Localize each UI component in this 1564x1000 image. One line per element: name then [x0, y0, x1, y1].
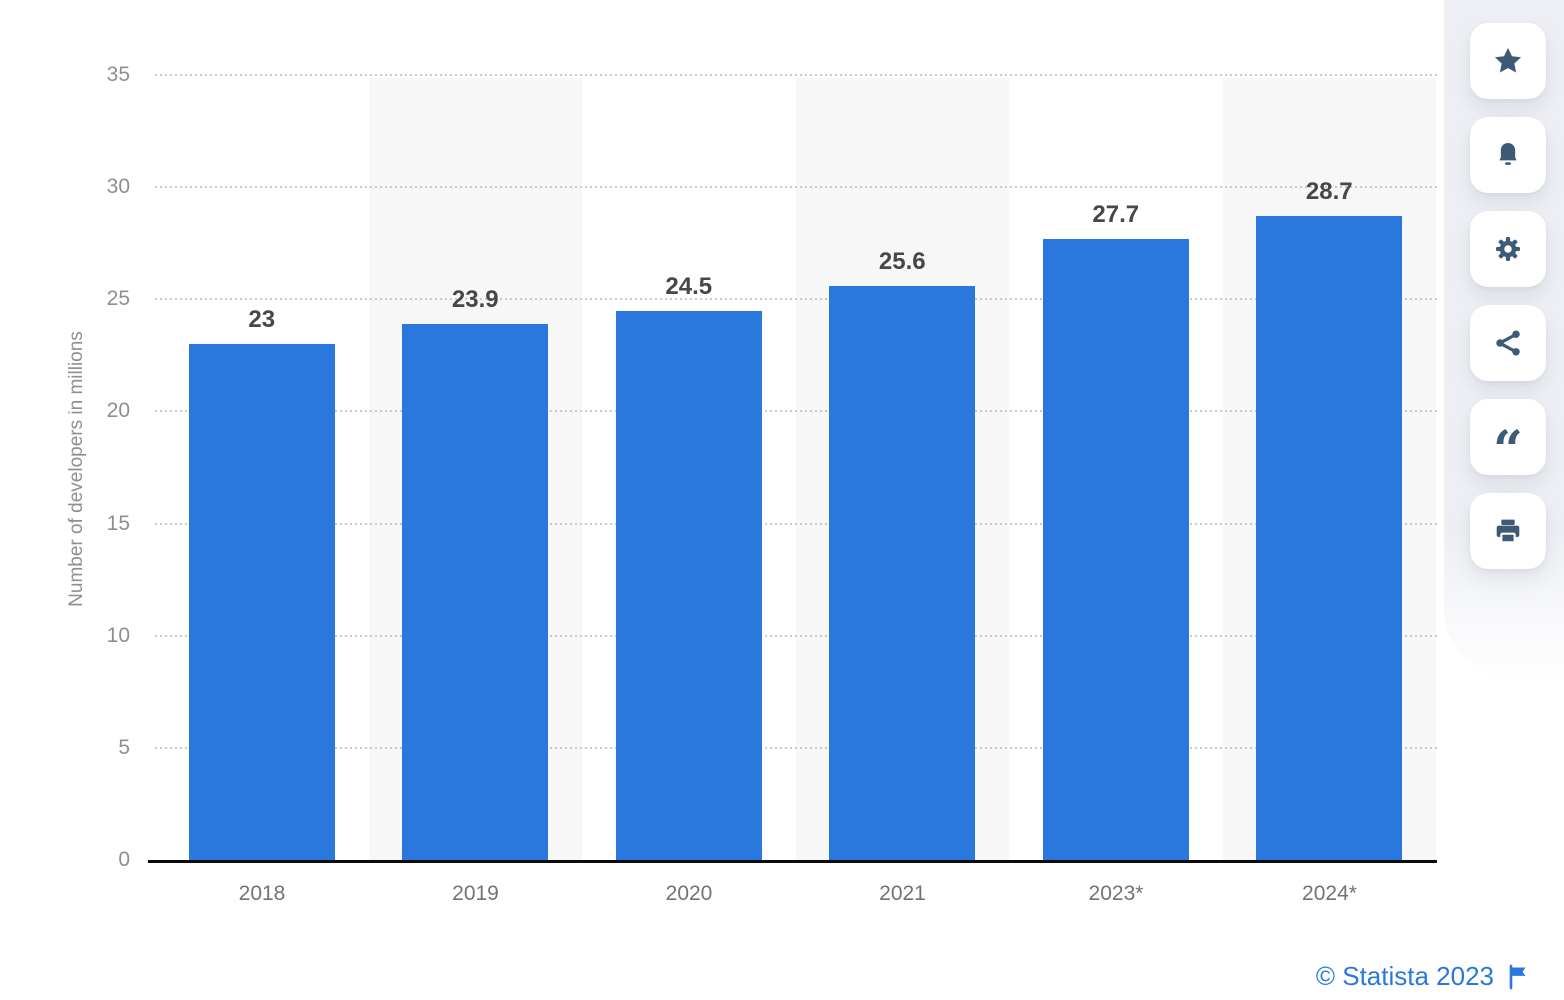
y-tick-label: 0 [118, 848, 130, 871]
y-tick-label: 10 [106, 623, 130, 647]
report-flag-button[interactable] [1506, 964, 1530, 990]
bell-icon [1492, 139, 1524, 171]
y-tick-label: 30 [106, 175, 130, 199]
bar-2020 [615, 310, 762, 860]
favorite-button[interactable] [1470, 23, 1546, 99]
notifications-button[interactable] [1470, 117, 1546, 193]
gridline [155, 746, 1437, 749]
print-button[interactable] [1470, 493, 1546, 569]
gridline [155, 186, 1437, 189]
star-icon [1492, 45, 1524, 77]
gridline [155, 522, 1437, 525]
gridline [155, 634, 1437, 637]
settings-button[interactable] [1470, 211, 1546, 287]
x-axis-label: 2021 [879, 882, 926, 905]
bar-value-label: 23.9 [451, 285, 499, 313]
bar-2021 [829, 285, 976, 860]
x-axis-label: 2020 [665, 882, 713, 905]
y-tick-label: 25 [106, 287, 130, 311]
flag-icon [1506, 964, 1530, 993]
y-tick-label: 35 [106, 63, 130, 86]
bar-value-label: 23 [248, 306, 276, 334]
y-tick-label: 20 [106, 399, 130, 423]
print-icon [1492, 515, 1524, 547]
bar-value-label: 24.5 [665, 272, 713, 300]
gridline [155, 410, 1437, 413]
x-axis-label: 2018 [238, 882, 286, 905]
bar-2019 [402, 323, 549, 860]
y-tick-label: 15 [106, 511, 130, 535]
bar-value-label: 28.7 [1305, 178, 1353, 206]
share-icon [1492, 327, 1524, 359]
bar-2024 [1256, 216, 1403, 860]
bar-value-label: 25.6 [878, 247, 926, 275]
y-tick-label: 5 [118, 735, 130, 759]
bar-2023 [1042, 238, 1189, 860]
x-axis-line [148, 860, 1437, 863]
credit: © Statista 2023 [1316, 961, 1530, 992]
toolbar-sidebar: “ [1470, 23, 1546, 569]
quote-icon: “ [1493, 420, 1523, 481]
x-axis-label: 2024* [1302, 882, 1357, 905]
gridline [155, 74, 1437, 76]
cite-button[interactable]: “ [1470, 399, 1546, 481]
x-axis-label: 2023* [1088, 882, 1144, 905]
bar-value-label: 27.7 [1092, 200, 1140, 228]
bar-2018 [188, 344, 335, 860]
gear-icon [1492, 233, 1524, 265]
x-axis-label: 2019 [452, 882, 499, 905]
statista-credit-link[interactable]: © Statista 2023 [1315, 961, 1494, 991]
gridline [155, 298, 1437, 301]
share-button[interactable] [1470, 305, 1546, 381]
